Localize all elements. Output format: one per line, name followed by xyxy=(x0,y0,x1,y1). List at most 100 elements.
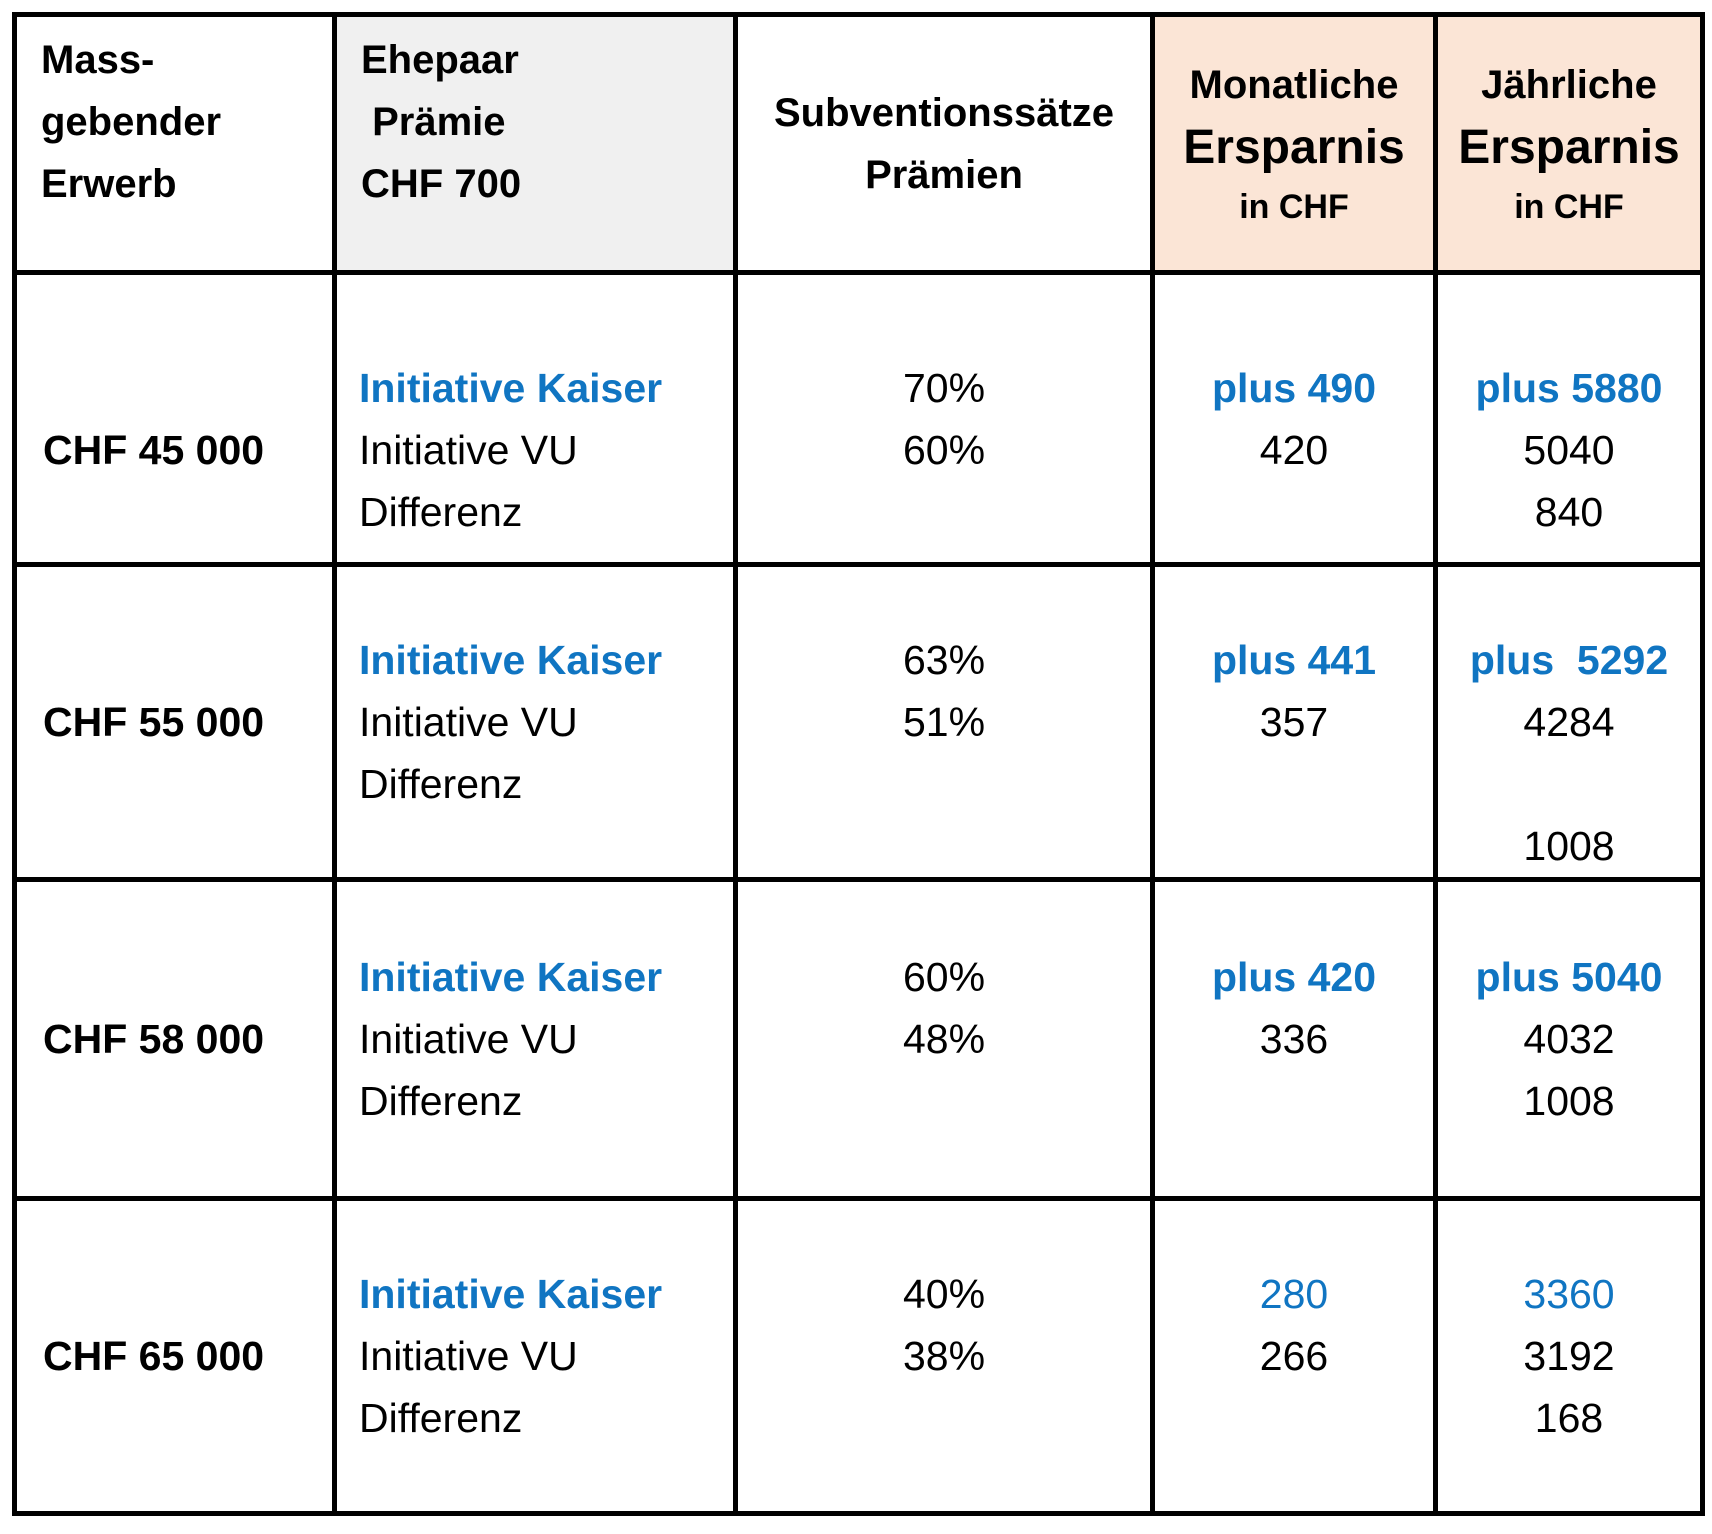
blank-line xyxy=(1441,570,1698,630)
blank-line xyxy=(1158,481,1431,543)
blank-line xyxy=(43,946,330,1008)
row-chf-65000-cell-variant-labels: Initiative Kaiser Initiative VU Differenz xyxy=(332,1196,738,1516)
text-line: 38% xyxy=(902,1333,986,1379)
blank-line xyxy=(1158,815,1431,875)
text-line: 336 xyxy=(1259,1016,1329,1062)
row-chf-55000: CHF 55 000 Initiative Kaiser Initiative V… xyxy=(12,562,1705,882)
text-line: CHF 45 000 xyxy=(43,426,265,473)
text-line: in CHF xyxy=(1514,187,1624,226)
text-line: 60% xyxy=(902,426,986,473)
row-chf-58000-cell-income: CHF 58 000 xyxy=(12,877,337,1201)
text-line: plus 5040 xyxy=(1475,954,1663,1000)
blank-line xyxy=(43,295,330,357)
header-massgebender-erwerb: Mass-gebender Erwerb xyxy=(12,12,337,275)
text-line: Initiative Kaiser xyxy=(359,637,663,683)
row-chf-58000: CHF 58 000 Initiative Kaiser Initiative V… xyxy=(12,877,1705,1201)
blank-line xyxy=(1441,753,1698,815)
text-line: Initiative VU xyxy=(359,1016,578,1062)
blank-line xyxy=(1441,1449,1698,1509)
text-line: Initiative Kaiser xyxy=(359,364,663,411)
blank-line xyxy=(43,1070,330,1132)
text-line: 3360 xyxy=(1523,1271,1615,1317)
text-line: 60% xyxy=(902,954,986,1000)
row-chf-45000-cell-variant-labels: Initiative Kaiser Initiative VU Differenz xyxy=(332,270,738,567)
text-line: CHF 65 000 xyxy=(43,1333,265,1379)
text-line: Initiative VU xyxy=(359,1333,578,1379)
row-chf-55000-cell-subsidy-rates: 63% 51% xyxy=(733,562,1155,882)
blank-line xyxy=(43,1387,330,1449)
row-chf-65000: CHF 65 000 Initiative Kaiser Initiative V… xyxy=(12,1196,1705,1516)
blank-line xyxy=(741,885,1148,947)
text-line: Subventionssätze xyxy=(773,90,1115,135)
blank-line xyxy=(359,1449,731,1509)
row-chf-65000-cell-yearly-savings: 3360 3192 168 xyxy=(1433,1196,1705,1516)
text-line: 4032 xyxy=(1523,1016,1615,1062)
row-chf-45000-cell-subsidy-rates: 70% 60% xyxy=(733,270,1155,567)
row-chf-45000: CHF 45 000 Initiative Kaiser Initiative V… xyxy=(12,270,1705,567)
text-line: 840 xyxy=(1534,488,1604,535)
blank-line xyxy=(741,1387,1148,1449)
blank-line xyxy=(43,481,330,543)
blank-line xyxy=(1158,1132,1431,1194)
text-line: 51% xyxy=(902,699,986,745)
row-chf-45000-cell-yearly-savings: plus 5880 5040 840 xyxy=(1433,270,1705,567)
row-chf-55000-cell-monthly-savings: plus 441 357 xyxy=(1150,562,1438,882)
text-line: Differenz xyxy=(359,1395,523,1441)
text-line: Prämie xyxy=(361,100,506,144)
text-line: 357 xyxy=(1259,699,1329,745)
blank-line xyxy=(43,1263,330,1325)
text-line: Differenz xyxy=(359,488,523,535)
blank-line xyxy=(359,570,731,630)
text-line: 63% xyxy=(902,637,986,683)
blank-line xyxy=(43,357,330,419)
blank-line xyxy=(43,1132,330,1194)
blank-line xyxy=(1158,885,1431,947)
row-chf-58000-cell-monthly-savings: plus 420 336 xyxy=(1150,877,1438,1201)
blank-line xyxy=(1158,753,1431,815)
blank-line xyxy=(741,815,1148,875)
text-line: Ersparnis xyxy=(1458,120,1680,174)
blank-line xyxy=(43,629,330,691)
row-chf-58000-cell-variant-labels: Initiative Kaiser Initiative VU Differenz xyxy=(332,877,738,1201)
text-line: 40% xyxy=(902,1271,986,1317)
blank-line xyxy=(741,1449,1148,1509)
blank-line xyxy=(1441,295,1698,357)
text-line: Initiative VU xyxy=(359,426,578,473)
text-line: Prämien xyxy=(865,152,1023,197)
row-chf-55000-cell-variant-labels: Initiative Kaiser Initiative VU Differenz xyxy=(332,562,738,882)
text-line: 48% xyxy=(902,1016,986,1062)
text-line: 1008 xyxy=(1523,823,1615,869)
blank-line xyxy=(1158,295,1431,357)
blank-line xyxy=(359,815,731,875)
text-line: Ersparnis xyxy=(1183,120,1405,174)
blank-line xyxy=(359,1132,731,1194)
text-line: CHF 700 xyxy=(361,162,522,206)
text-line: 4284 xyxy=(1523,699,1615,745)
header-jaehrliche-ersparnis: Jährliche Ersparnis in CHF xyxy=(1433,12,1705,275)
text-line: gebender xyxy=(41,100,222,144)
text-line: plus 5880 xyxy=(1475,364,1663,411)
text-line: CHF 58 000 xyxy=(43,1016,265,1062)
text-line: plus 5292 xyxy=(1469,637,1669,683)
blank-line xyxy=(1441,1132,1698,1194)
blank-line xyxy=(741,1204,1148,1264)
header-ehepaar-praemie: Ehepaar Prämie CHF 700 xyxy=(332,12,738,275)
blank-line xyxy=(741,570,1148,630)
text-line: 1008 xyxy=(1523,1078,1615,1124)
row-chf-55000-cell-income: CHF 55 000 xyxy=(12,562,337,882)
blank-line xyxy=(1158,570,1431,630)
blank-line xyxy=(43,1449,330,1509)
blank-line xyxy=(741,1070,1148,1132)
row-chf-55000-cell-yearly-savings: plus 5292 4284 1008 xyxy=(1433,562,1705,882)
text-line: Differenz xyxy=(359,761,523,807)
blank-line xyxy=(43,570,330,630)
blank-line xyxy=(43,885,330,947)
text-line: 3192 xyxy=(1523,1333,1615,1379)
text-line: CHF 55 000 xyxy=(43,699,265,745)
row-chf-45000-cell-monthly-savings: plus 490 420 xyxy=(1150,270,1438,567)
text-line: 280 xyxy=(1259,1271,1329,1317)
blank-line xyxy=(1158,1070,1431,1132)
blank-line xyxy=(359,1204,731,1264)
text-line: 420 xyxy=(1259,426,1329,473)
header-monatliche-ersparnis: Monatliche Ersparnis in CHF xyxy=(1150,12,1438,275)
